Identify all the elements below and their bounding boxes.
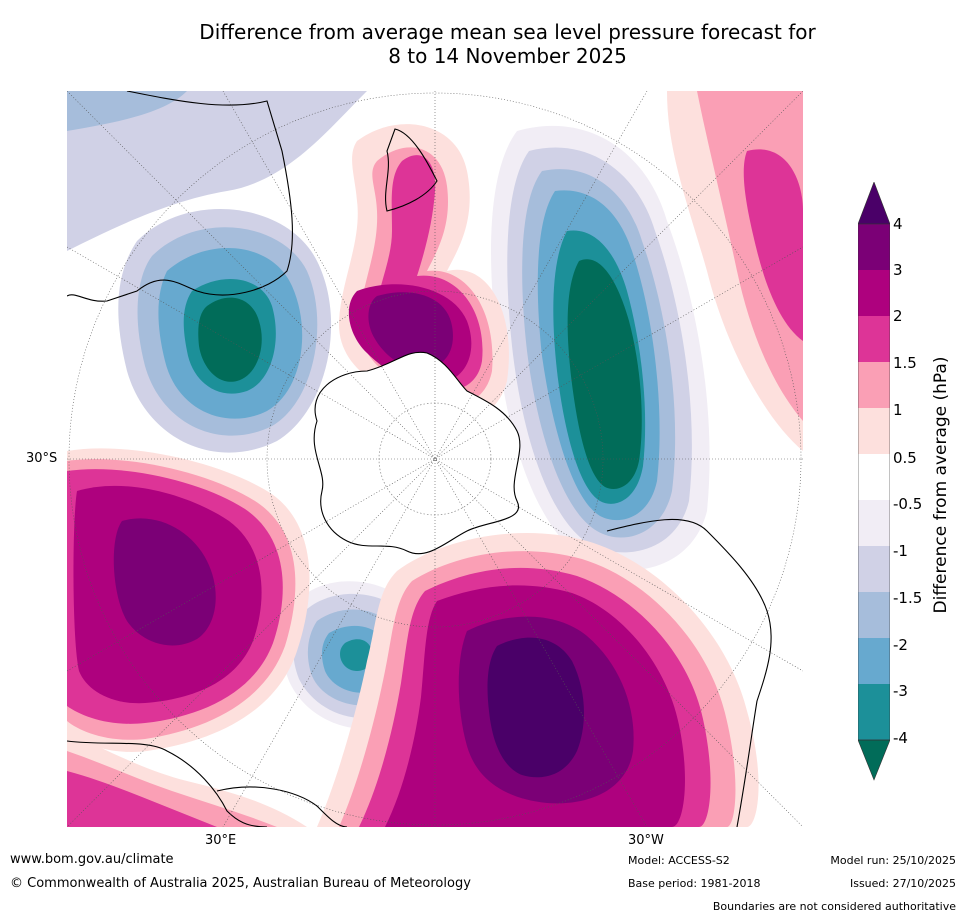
- high-south-pacific-right: [667, 91, 803, 451]
- lon-label-30w: 30°W: [628, 833, 664, 848]
- colorbar-title: Difference from average (hPa): [931, 356, 951, 614]
- cb-tick-neg-2: -2: [893, 636, 908, 654]
- footer-model: Model: ACCESS-S2: [628, 854, 730, 867]
- anomaly-map: .c-m05 { fill: #f1edf5; } .c-m1 { fill: …: [67, 91, 803, 827]
- lat-label-30s: 30°S: [26, 451, 58, 466]
- high-ross-sea: [338, 124, 509, 421]
- high-south-indian-ocean: [317, 532, 759, 827]
- cb-tick-2: 2: [893, 307, 903, 325]
- cb-tick-neg-1: -1: [893, 542, 908, 560]
- cb-tick-3: 3: [893, 261, 903, 279]
- footer-issued: Issued: 27/10/2025: [849, 877, 956, 890]
- coastlines: [67, 91, 772, 827]
- high-australia-margin: [67, 731, 307, 827]
- cb-tick-1: 1: [893, 401, 903, 419]
- graticule: [67, 91, 803, 827]
- cb-tick-0-5: 0.5: [893, 449, 917, 467]
- low-south-atlantic: [491, 125, 710, 571]
- footer-model-run: Model run: 25/10/2025: [830, 854, 956, 867]
- cb-tick-1-5: 1.5: [893, 354, 917, 372]
- cb-tick-neg-0-5: -0.5: [893, 495, 923, 513]
- lon-label-30e: 30°E: [205, 833, 237, 848]
- cb-tick-4: 4: [893, 215, 903, 233]
- footer-disclaimer: Boundaries are not considered authoritat…: [712, 900, 956, 913]
- footer-copyright: © Commonwealth of Australia 2025, Austra…: [10, 876, 471, 891]
- title-line-2: 8 to 14 November 2025: [388, 44, 627, 68]
- cb-tick-neg-1-5: -1.5: [893, 589, 923, 607]
- title-line-1: Difference from average mean sea level p…: [199, 20, 816, 44]
- cb-tick-neg-4: -4: [893, 729, 908, 747]
- high-southern-africa: [67, 448, 310, 752]
- footer-website[interactable]: www.bom.gov.au/climate: [10, 852, 174, 867]
- footer-base-period: Base period: 1981-2018: [628, 877, 761, 890]
- cb-tick-neg-3: -3: [893, 682, 908, 700]
- colorbar: [858, 182, 890, 781]
- low-indian-ocean: [118, 208, 332, 453]
- map-title: Difference from average mean sea level p…: [60, 20, 955, 68]
